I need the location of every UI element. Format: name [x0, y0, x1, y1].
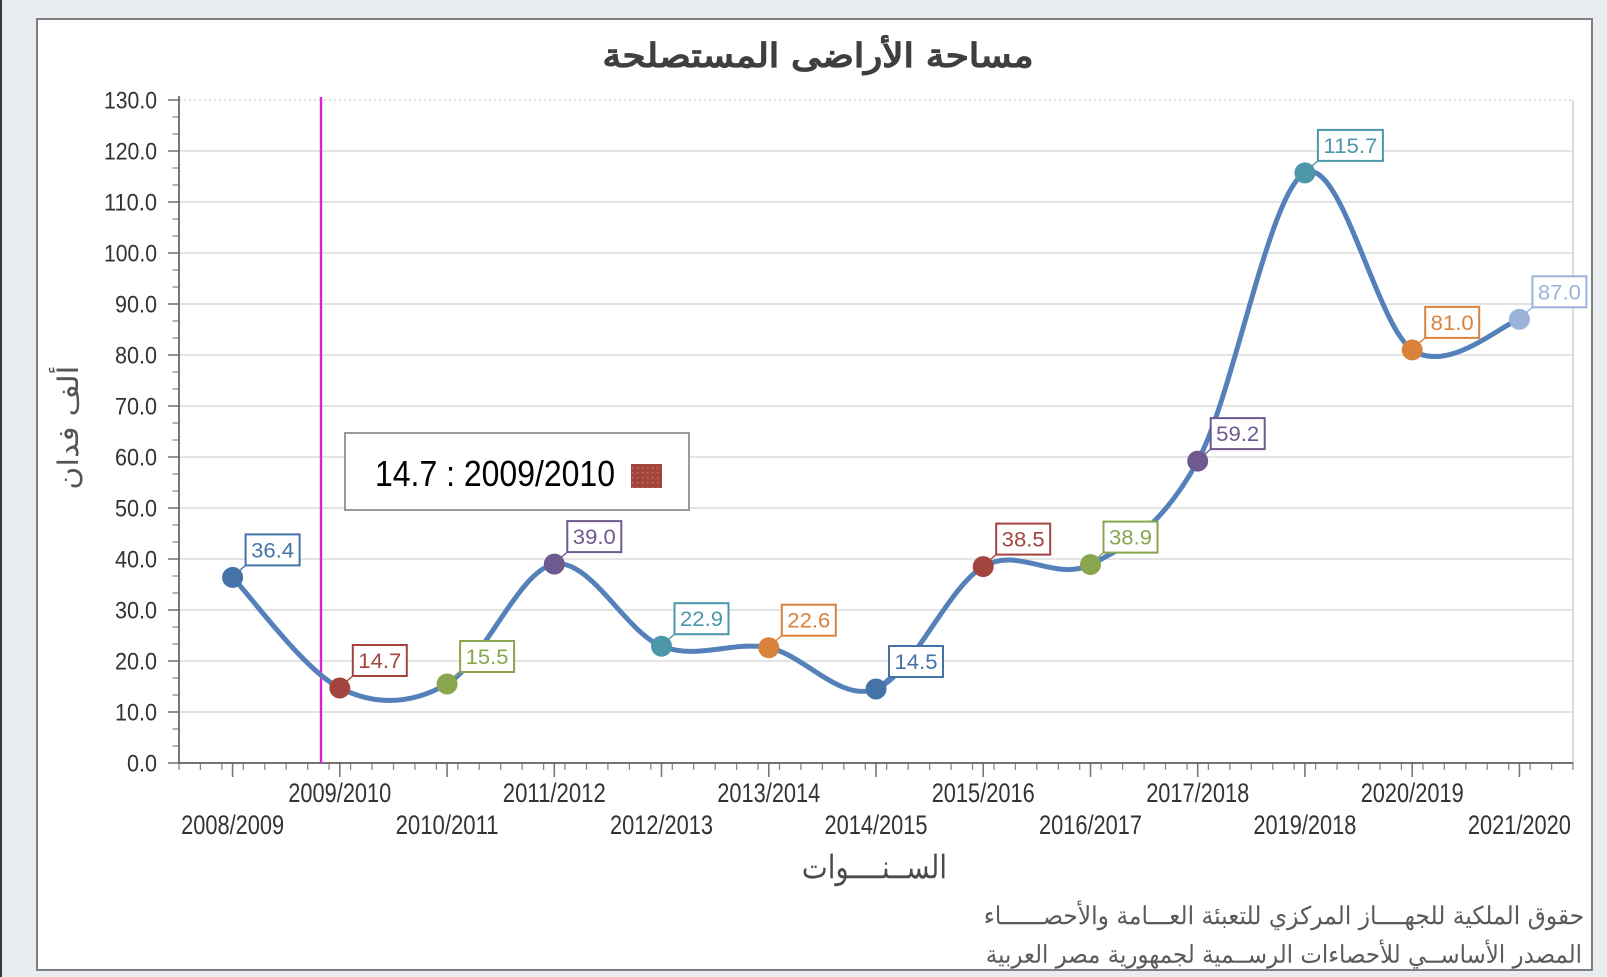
svg-text:87.0: 87.0: [1538, 281, 1581, 304]
svg-text:110.0: 110.0: [104, 190, 157, 217]
svg-text:50.0: 50.0: [115, 496, 157, 523]
svg-text:2015/2016: 2015/2016: [932, 778, 1035, 808]
svg-text:2008/2009: 2008/2009: [181, 810, 284, 840]
svg-text:10.0: 10.0: [115, 700, 157, 727]
svg-text:2014/2015: 2014/2015: [825, 810, 928, 840]
svg-text:59.2: 59.2: [1216, 423, 1259, 446]
svg-text:2016/2017: 2016/2017: [1039, 810, 1142, 840]
svg-text:100.0: 100.0: [104, 241, 157, 268]
svg-text:39.0: 39.0: [573, 526, 616, 549]
svg-text:38.5: 38.5: [1002, 529, 1045, 552]
svg-text:2013/2014: 2013/2014: [717, 778, 820, 808]
svg-text:40.0: 40.0: [115, 547, 157, 574]
svg-text:22.9: 22.9: [680, 608, 723, 631]
svg-text:80.0: 80.0: [115, 343, 157, 370]
svg-text:2012/2013: 2012/2013: [610, 810, 713, 840]
svg-text:14.7 : 2009/2010: 14.7 : 2009/2010: [375, 453, 615, 494]
svg-text:60.0: 60.0: [115, 445, 157, 472]
svg-text:2019/2018: 2019/2018: [1253, 810, 1356, 840]
svg-text:2017/2018: 2017/2018: [1146, 778, 1249, 808]
svg-text:14.5: 14.5: [895, 651, 938, 674]
svg-text:120.0: 120.0: [104, 139, 157, 166]
svg-text:38.9: 38.9: [1109, 527, 1152, 550]
svg-text:90.0: 90.0: [115, 292, 157, 319]
svg-text:2011/2012: 2011/2012: [503, 778, 606, 808]
svg-text:22.6: 22.6: [787, 610, 830, 633]
svg-text:2009/2010: 2009/2010: [288, 778, 391, 808]
svg-text:0.0: 0.0: [127, 751, 157, 778]
svg-text:81.0: 81.0: [1431, 312, 1474, 335]
svg-text:14.7: 14.7: [358, 650, 401, 673]
svg-text:115.7: 115.7: [1323, 135, 1377, 158]
svg-text:36.4: 36.4: [251, 539, 294, 562]
svg-text:70.0: 70.0: [115, 394, 157, 421]
svg-text:30.0: 30.0: [115, 598, 157, 625]
svg-text:2020/2019: 2020/2019: [1361, 778, 1464, 808]
svg-text:15.5: 15.5: [466, 646, 509, 669]
svg-text:130.0: 130.0: [104, 88, 157, 115]
svg-text:20.0: 20.0: [115, 649, 157, 676]
svg-text:2010/2011: 2010/2011: [396, 810, 499, 840]
svg-text:2021/2020: 2021/2020: [1468, 810, 1571, 840]
